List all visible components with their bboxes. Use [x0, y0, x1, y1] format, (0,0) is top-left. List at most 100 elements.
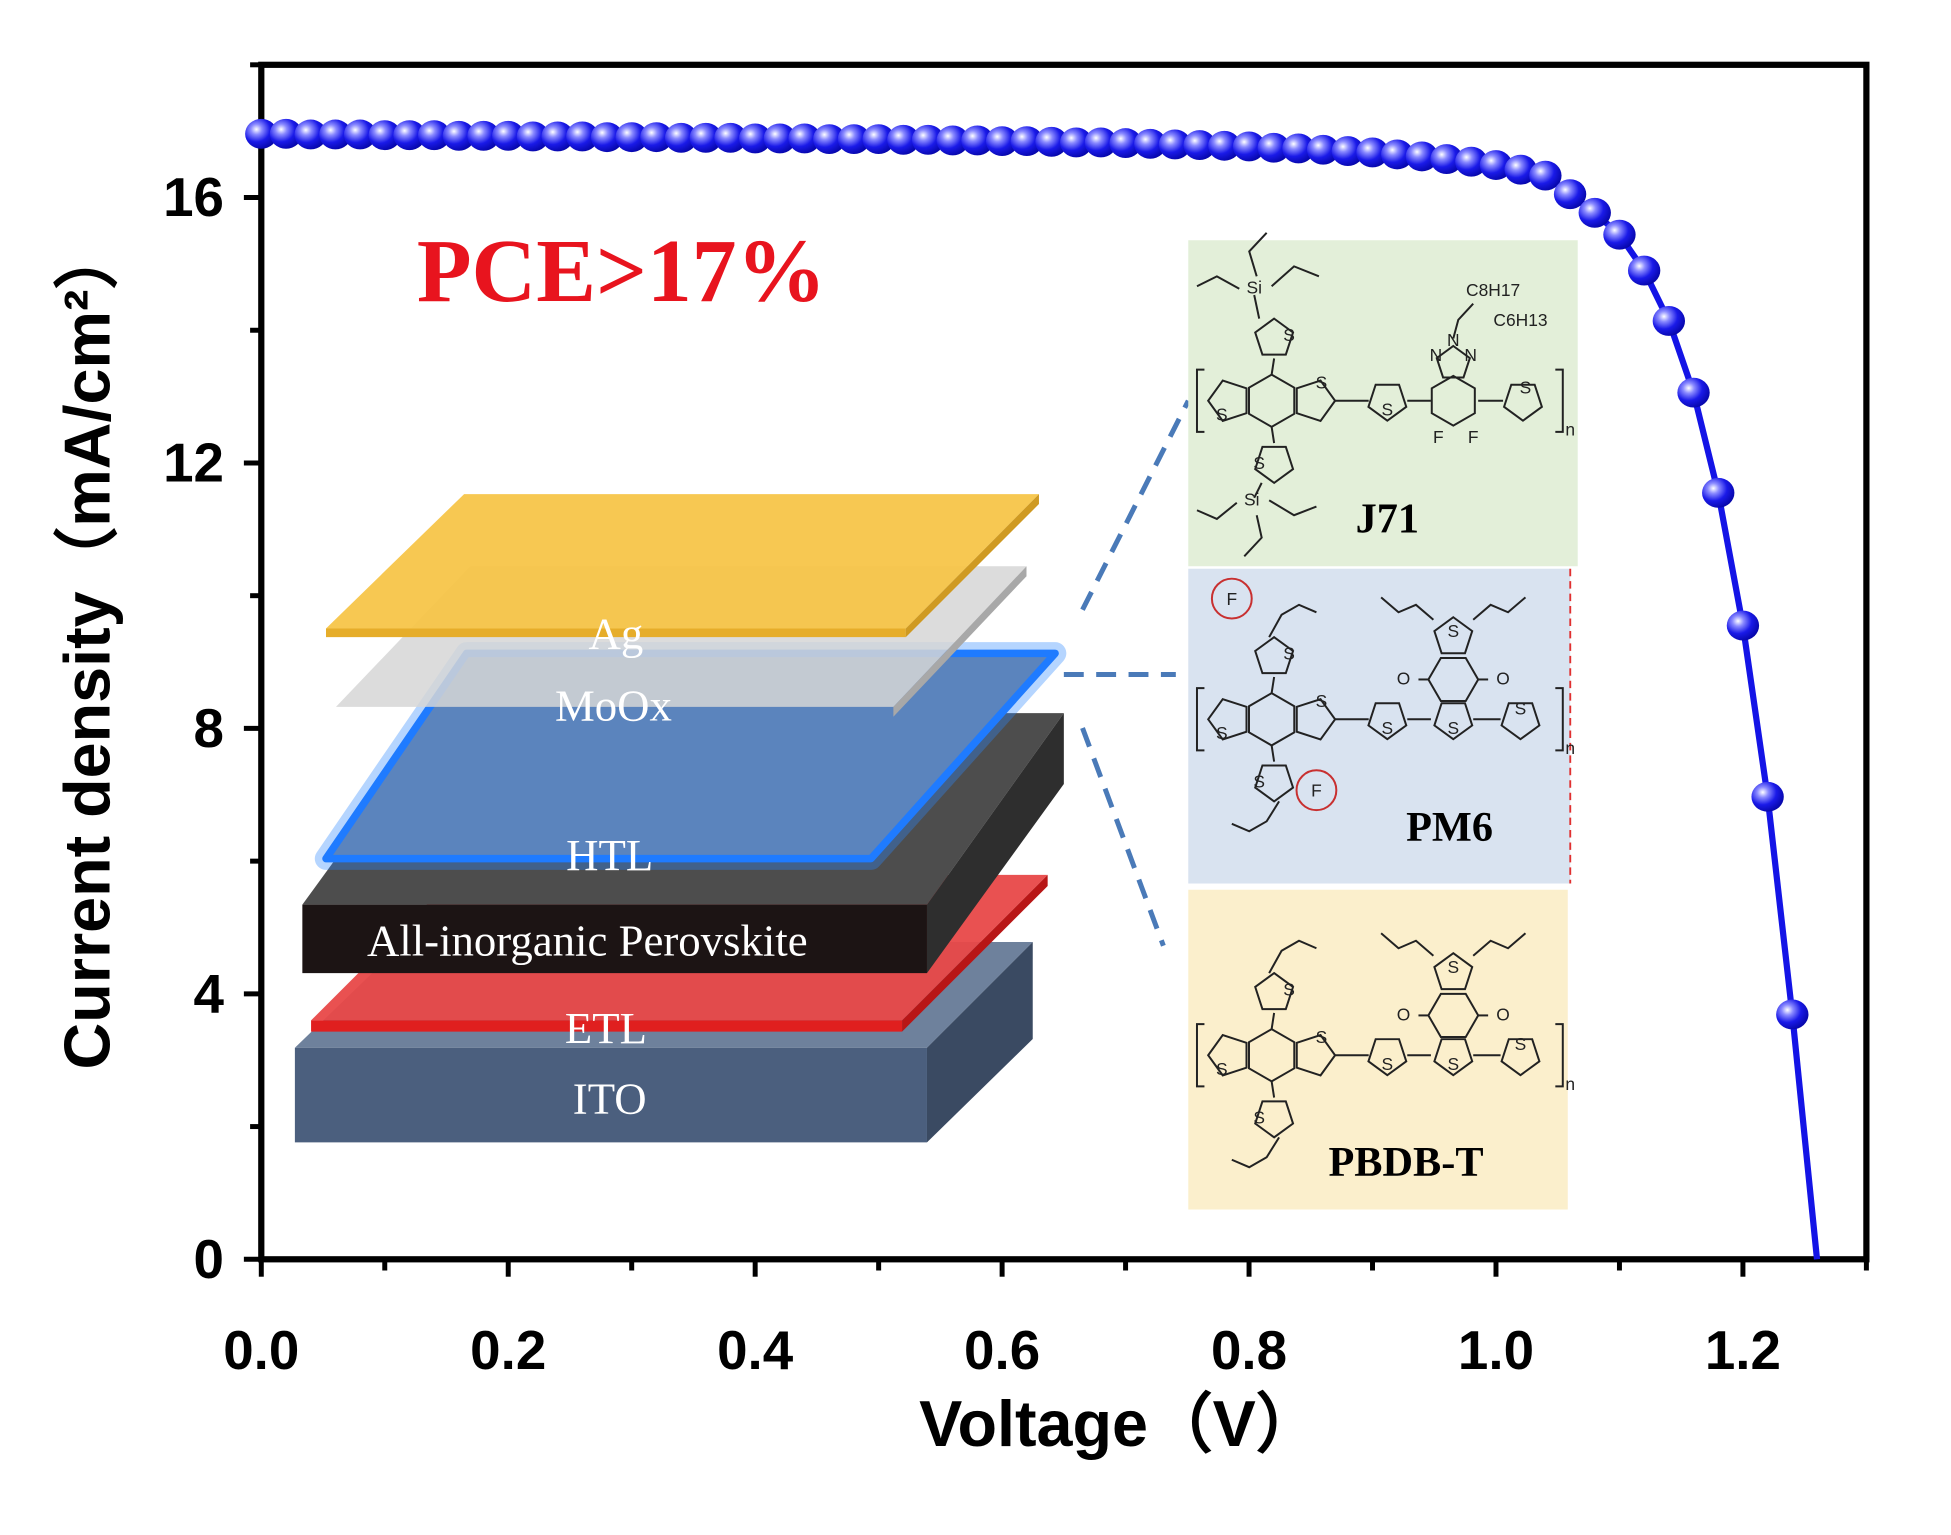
- atom-label: S: [1216, 405, 1228, 425]
- data-point: [1751, 781, 1784, 812]
- thiophene-ring: [1254, 1100, 1295, 1139]
- data-point: [269, 118, 303, 149]
- bond: [1231, 800, 1280, 833]
- data-point: [1035, 126, 1068, 157]
- bond: [1270, 1012, 1276, 1030]
- thiophene-ring: [1433, 1038, 1474, 1077]
- data-point: [738, 123, 772, 154]
- thiophene-ring: [1206, 1033, 1248, 1077]
- bracket-left: [1195, 368, 1205, 433]
- data-point: [368, 120, 401, 151]
- thiophene-ring: [1254, 971, 1295, 1011]
- atom-label: S: [1316, 691, 1328, 711]
- bond: [1243, 515, 1263, 557]
- data-point: [985, 126, 1019, 157]
- layer-label-ag: Ag: [589, 608, 644, 658]
- data-point: [1677, 377, 1710, 408]
- data-point: [566, 121, 599, 152]
- bracket-left: [1195, 1023, 1205, 1088]
- thiophene-ring: [1433, 616, 1474, 655]
- atom-label: S: [1447, 621, 1459, 641]
- data-point: [763, 123, 797, 154]
- data-point: [1776, 999, 1809, 1030]
- bond: [1270, 265, 1320, 288]
- molecule-name-j71: J71: [1356, 496, 1419, 543]
- data-point: [1381, 139, 1414, 170]
- data-point: [689, 122, 722, 153]
- bond: [1270, 426, 1276, 444]
- data-point: [887, 124, 920, 155]
- fluorine-highlight-circle: [1295, 769, 1338, 812]
- bond: [1270, 358, 1276, 375]
- data-point: [1479, 150, 1513, 180]
- bond: [1270, 745, 1276, 762]
- bond: [1268, 939, 1317, 974]
- bond: [1253, 482, 1263, 499]
- data-point: [492, 120, 525, 151]
- x-tick-label: 0.4: [717, 1319, 794, 1381]
- fluorine-atom: F: [1468, 427, 1479, 447]
- data-point: [1257, 132, 1290, 163]
- y-tick-label: 8: [194, 697, 224, 759]
- si-atom: Si: [1246, 278, 1261, 298]
- data-point: [1603, 219, 1636, 250]
- jv-series: [245, 118, 1821, 1260]
- data-point: [664, 122, 698, 153]
- bond: [1270, 1081, 1276, 1098]
- pce-annotation: PCE>17%: [417, 222, 826, 321]
- data-point: [417, 120, 451, 151]
- thiophene-ring: [1433, 951, 1474, 991]
- thiophene-ring: [1254, 445, 1295, 485]
- layer-label-htl: HTL: [566, 830, 653, 880]
- data-point: [467, 120, 500, 151]
- bond: [1231, 1136, 1280, 1169]
- atom-label: S: [1216, 1059, 1228, 1079]
- repeat-unit-n: n: [1565, 738, 1575, 758]
- data-point: [1504, 154, 1537, 185]
- data-point: [1060, 127, 1093, 158]
- layer-ag: [325, 494, 1039, 638]
- x-tick-label: 0.0: [223, 1319, 299, 1381]
- bond: [1248, 232, 1268, 277]
- thiophene-ring: [1206, 379, 1248, 423]
- thiophene-ring: [1254, 635, 1295, 675]
- substituent-c6h13: C6H13: [1493, 310, 1547, 330]
- data-point: [1430, 144, 1463, 174]
- thiophene-ring: [1502, 383, 1544, 422]
- data-point: [961, 125, 994, 156]
- atom-label: S: [1520, 377, 1532, 397]
- device-stack: Ag MoOx HTL All-inorganic Perovskite ETL…: [294, 494, 1067, 1143]
- bracket-right: [1555, 1023, 1564, 1088]
- data-point: [1702, 477, 1735, 508]
- thiophene-ring: [1295, 1033, 1337, 1077]
- layer-label-etl: ETL: [565, 1003, 647, 1053]
- bond: [1452, 303, 1474, 339]
- pm6-box: [1188, 568, 1571, 884]
- si-atom: Si: [1244, 489, 1259, 509]
- data-point: [1529, 160, 1562, 191]
- data-point: [1010, 126, 1043, 157]
- thiophene-ring: [1254, 764, 1295, 803]
- layer-label-ito: ITO: [573, 1074, 647, 1124]
- thiophene-ring: [1254, 317, 1295, 356]
- atom-label: S: [1447, 1054, 1459, 1074]
- x-tick-label: 0.6: [964, 1319, 1040, 1381]
- atom-label: S: [1316, 1027, 1328, 1047]
- data-point: [541, 121, 574, 152]
- bracket-right: [1555, 687, 1564, 752]
- j71-box: [1188, 240, 1578, 567]
- layer-label-moox: MoOx: [555, 681, 672, 731]
- data-point: [1282, 133, 1315, 164]
- data-point: [1134, 128, 1167, 159]
- atom-label: S: [1316, 372, 1328, 392]
- data-point: [319, 119, 352, 150]
- data-point: [590, 122, 624, 153]
- atom-label: N: [1430, 345, 1443, 365]
- bond: [1268, 603, 1317, 638]
- data-point: [294, 119, 327, 150]
- thiophene-ring: [1500, 1038, 1541, 1077]
- data-point: [1356, 137, 1389, 168]
- x-tick-label: 1.0: [1458, 1319, 1534, 1381]
- data-point: [640, 122, 673, 153]
